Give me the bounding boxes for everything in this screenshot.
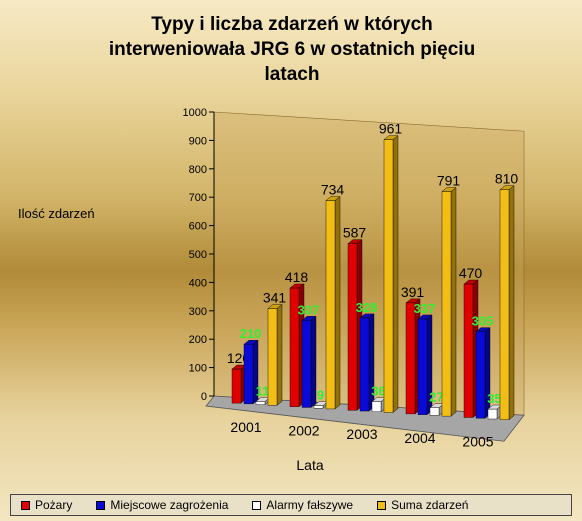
chart-title-line-1: Typy i liczba zdarzeń w których [151,14,433,35]
y-tick-label: 700 [189,192,207,204]
value-label-alarmy-falszywe-2001: 11 [256,383,270,398]
x-axis-title: Lata [296,457,323,473]
value-label-suma-zdarzen-2005: 810 [495,171,519,187]
value-label-miejscowe-zagrozenia-2005: 305 [472,314,494,329]
legend-swatch-miejscowe-zagrozenia [96,500,106,510]
bar-alarmy-falszywe-2004 [429,407,440,416]
bar-top-pozary-2005 [463,279,479,285]
bar-suma-zdarzen-2002 [325,200,336,410]
value-label-miejscowe-zagrozenia-2002: 307 [298,302,320,317]
bar-miejscowe-zagrozenia-2002 [301,320,312,408]
bar-miejscowe-zagrozenia-2003 [359,317,370,412]
y-tick-label: 300 [189,306,207,318]
bar-side-miejscowe-zagrozenia-2002 [310,315,317,408]
bar-pozary-2005 [463,283,474,418]
x-tick-label-2004: 2004 [404,430,435,446]
legend-label-alarmy-falszywe: Alarmy fałszywe [266,498,354,512]
chart-title-line-3: latach [264,64,320,85]
bar-side-suma-zdarzen-2003 [392,135,399,413]
x-tick-label-2002: 2002 [288,423,319,439]
y-tick-label: 1000 [183,107,207,119]
bar-side-suma-zdarzen-2001 [276,304,283,406]
y-tick-label: 500 [189,249,207,261]
y-tick-label: 800 [189,164,207,176]
y-tick-label: 900 [189,135,207,147]
bar-top-miejscowe-zagrozenia-2005 [475,327,491,332]
bar-miejscowe-zagrozenia-2004 [417,318,428,415]
legend-item-pozary: Pożary [21,498,72,512]
bar-top-suma-zdarzen-2002 [325,196,341,201]
x-tick-label-2005: 2005 [462,433,493,449]
value-label-suma-zdarzen-2003: 961 [379,121,403,137]
bar-pozary-2001 [231,368,242,404]
bar-top-pozary-2003 [347,239,363,244]
bar-alarmy-falszywe-2002 [313,405,324,409]
value-label-pozary-2005: 470 [459,265,483,281]
y-tick-label: 400 [189,277,207,289]
legend: Pożary Miejscowe zagrożenia Alarmy fałsz… [10,494,572,516]
legend-label-pozary: Pożary [35,498,73,512]
bar-side-suma-zdarzen-2004 [450,187,457,417]
legend-item-alarmy-falszywe: Alarmy fałszywe [252,498,353,512]
bar-suma-zdarzen-2005 [499,189,510,420]
bar-top-pozary-2002 [289,283,305,289]
bar-side-suma-zdarzen-2002 [334,196,341,410]
chart-title: Typy i liczba zdarzeń w których interwen… [60,12,524,87]
legend-item-miejscowe-zagrozenia: Miejscowe zagrożenia [96,498,228,512]
bar-top-miejscowe-zagrozenia-2001 [243,340,259,345]
chart-title-line-2: interweniowała JRG 6 w ostatnich pięciu [108,39,476,60]
value-label-miejscowe-zagrozenia-2001: 210 [240,326,262,341]
bar-alarmy-falszywe-2005 [487,408,498,420]
bar-top-miejscowe-zagrozenia-2002 [301,316,317,321]
value-label-alarmy-falszywe-2003: 36 [371,384,385,399]
value-label-suma-zdarzen-2002: 734 [321,181,345,197]
value-label-suma-zdarzen-2004: 791 [437,172,461,188]
y-tick-label: 600 [189,221,207,233]
bar-top-suma-zdarzen-2004 [441,187,457,192]
bar-suma-zdarzen-2004 [441,191,452,417]
value-label-alarmy-falszywe-2004: 27 [429,390,443,405]
y-axis-title: Ilość zdarzeń [18,206,95,221]
value-label-suma-zdarzen-2001: 341 [263,290,287,306]
value-label-pozary-2002: 418 [285,269,309,285]
value-label-miejscowe-zagrozenia-2003: 328 [356,300,378,315]
x-tick-label-2001: 2001 [230,419,261,435]
bar-alarmy-falszywe-2001 [255,401,266,405]
value-label-alarmy-falszywe-2005: 35 [487,391,501,406]
legend-swatch-suma-zdarzen [377,500,387,510]
legend-label-miejscowe-zagrozenia: Miejscowe zagrożenia [110,498,229,512]
value-label-pozary-2003: 587 [343,225,367,241]
bar-top-pozary-2004 [405,298,421,304]
y-tick-label: 200 [189,334,207,346]
legend-item-suma-zdarzen: Suma zdarzeń [377,498,468,512]
value-label-miejscowe-zagrozenia-2004: 337 [414,301,436,316]
bar-pozary-2004 [405,302,416,415]
bar-pozary-2003 [347,243,358,411]
bar-top-miejscowe-zagrozenia-2004 [417,314,433,320]
bar-alarmy-falszywe-2003 [371,401,382,412]
legend-swatch-alarmy-falszywe [252,500,262,510]
y-tick-label: 0 [201,391,207,403]
bar-suma-zdarzen-2001 [267,308,278,406]
bar-suma-zdarzen-2003 [383,139,394,413]
bar-top-miejscowe-zagrozenia-2003 [359,313,375,319]
value-label-pozary-2004: 391 [401,284,425,300]
bar-miejscowe-zagrozenia-2001 [243,344,254,405]
bar-top-suma-zdarzen-2001 [267,304,283,309]
bar-top-suma-zdarzen-2005 [499,185,515,190]
legend-label-suma-zdarzen: Suma zdarzeń [391,498,469,512]
x-tick-label-2003: 2003 [346,426,377,442]
legend-swatch-pozary [21,500,30,510]
bar-top-suma-zdarzen-2003 [383,135,399,140]
bar-miejscowe-zagrozenia-2005 [475,331,486,419]
value-label-alarmy-falszywe-2002: 9 [317,388,324,403]
y-tick-label: 100 [189,363,207,375]
bar-side-suma-zdarzen-2005 [508,185,515,421]
